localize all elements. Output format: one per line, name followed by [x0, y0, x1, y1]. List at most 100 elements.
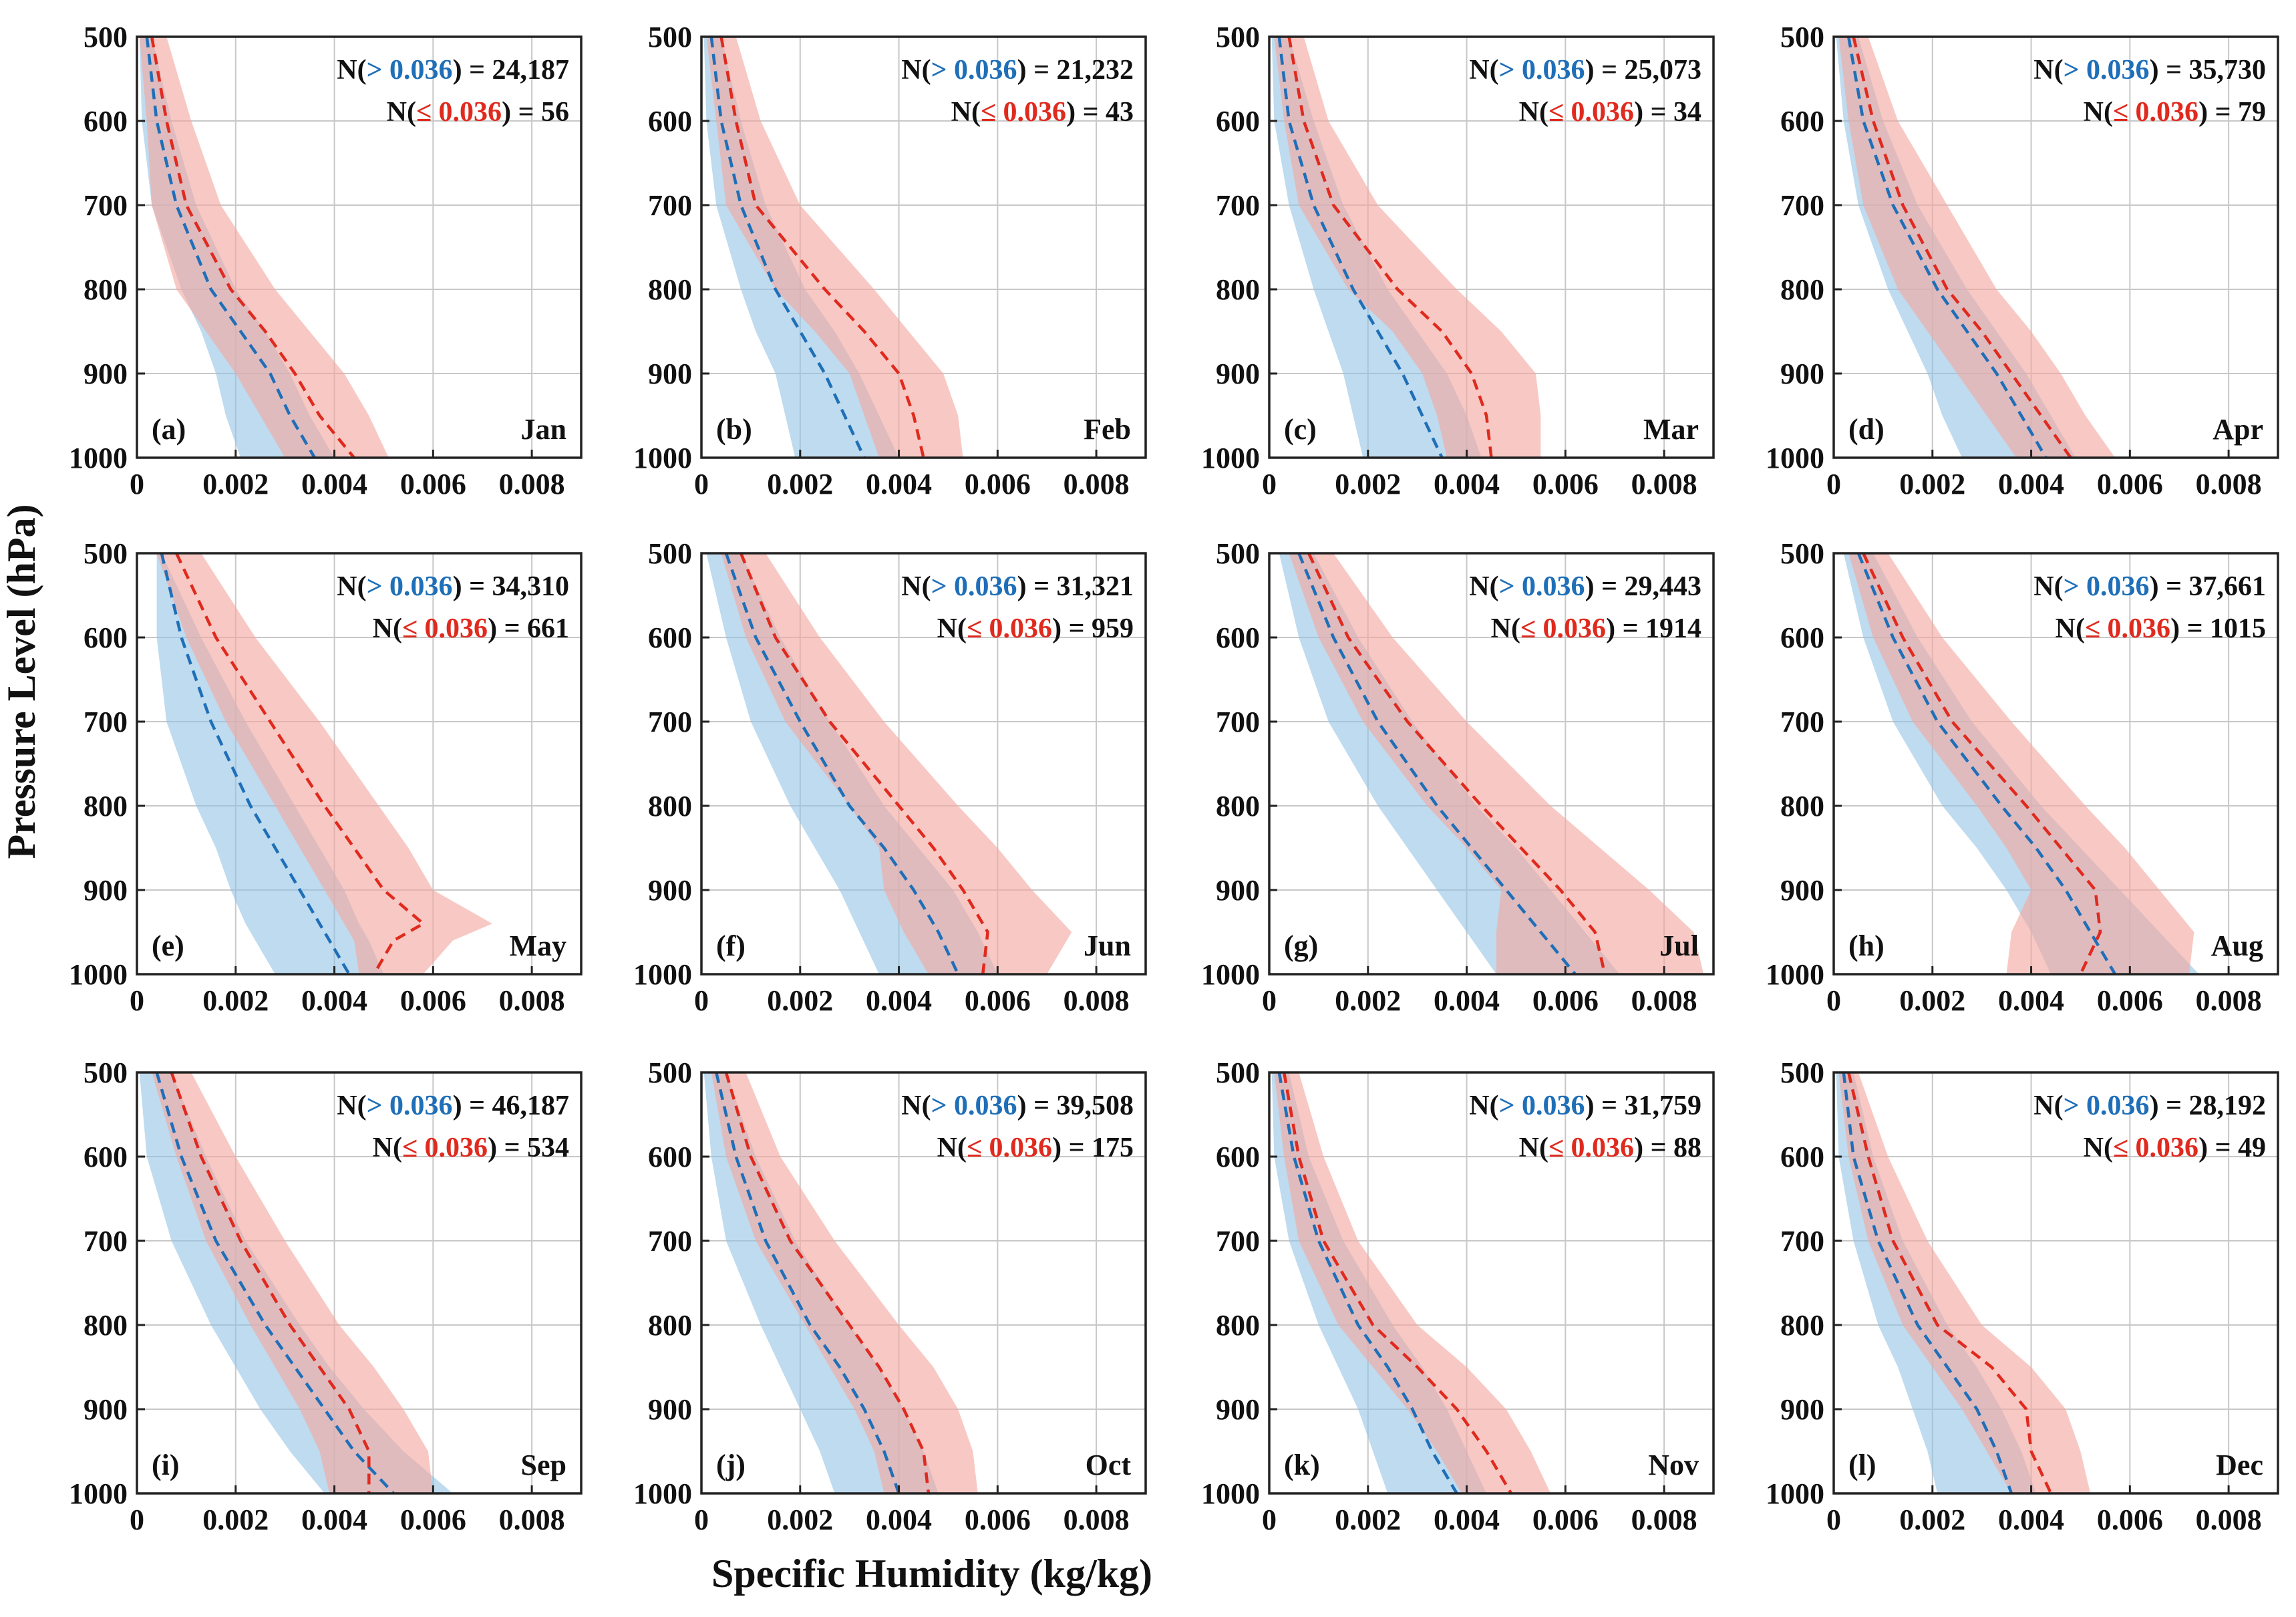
ann-prefix: N(: [337, 571, 366, 602]
ann-threshold: > 0.036: [367, 571, 453, 602]
ann-suffix: ): [1052, 1133, 1069, 1163]
band-below-threshold: [1838, 37, 2116, 458]
annotation-count-below: N(≤ 0.036) = 959: [937, 613, 1134, 644]
ann-count: = 49: [2215, 1133, 2266, 1163]
y-tick-label: 900: [84, 357, 128, 390]
ann-suffix: ): [488, 1133, 504, 1163]
ann-count: = 39,508: [1033, 1090, 1134, 1121]
y-tick-label: 900: [648, 357, 692, 390]
band-below-threshold: [1274, 1072, 1551, 1493]
x-tick-label: 0.006: [400, 468, 466, 500]
mean-line-below-threshold: [1282, 1072, 1513, 1493]
annotation-count-above: N(> 0.036) = 29,443: [1469, 571, 1701, 602]
ann-prefix: N(: [1469, 55, 1498, 86]
y-tick-label: 800: [1780, 1309, 1824, 1342]
x-tick-label: 0.006: [400, 1503, 466, 1536]
mean-line-below-threshold: [1852, 37, 2072, 458]
ann-suffix: ): [453, 1090, 470, 1121]
ann-suffix: ): [2198, 97, 2215, 128]
ann-prefix: N(: [337, 55, 366, 86]
mean-line-above-threshold: [1277, 1072, 1458, 1493]
ann-prefix: N(: [2084, 1133, 2113, 1163]
x-tick-label: 0.008: [1631, 1503, 1697, 1536]
ann-prefix: N(: [901, 1090, 931, 1121]
x-tick-label: 0.006: [2097, 984, 2163, 1017]
mean-line-below-threshold: [175, 553, 426, 974]
panel-month-label: Mar: [1643, 413, 1699, 446]
ann-count: = 28,192: [2166, 1090, 2266, 1121]
panel-month-label: Jan: [521, 413, 566, 446]
y-tick-label: 800: [84, 273, 128, 306]
x-tick-label: 0.004: [866, 984, 932, 1017]
y-tick-label: 700: [1216, 706, 1260, 738]
ann-threshold: ≤ 0.036: [416, 97, 502, 128]
annotation-count-above: N(> 0.036) = 31,321: [901, 571, 1134, 602]
x-tick-label: 0.004: [1998, 468, 2064, 500]
y-tick-label: 600: [1780, 105, 1824, 138]
ann-prefix: N(: [2033, 571, 2063, 602]
y-tick-label: 800: [1216, 790, 1260, 823]
ann-threshold: > 0.036: [367, 55, 453, 86]
panel-month-label: Jun: [1084, 929, 1131, 962]
panel-tag: (g): [1284, 929, 1318, 962]
ann-suffix: ): [1585, 55, 1602, 86]
x-tick-label: 0.006: [2097, 468, 2163, 500]
band-below-threshold: [1848, 553, 2194, 974]
panel-nov: 0 0.002 0.004 0.006 0.008 500 600 700 800 900 1000…: [1201, 1056, 1715, 1536]
y-tick-label: 900: [84, 1393, 128, 1426]
y-tick-label: 900: [1780, 357, 1824, 390]
panel-month-label: Aug: [2211, 929, 2263, 962]
panel-tag: (f): [716, 929, 746, 962]
y-tick-label: 900: [648, 874, 692, 907]
panel-apr: 0 0.002 0.004 0.006 0.008 500 600 700 800 900 1000…: [1766, 21, 2279, 500]
x-tick-label: 0.004: [301, 468, 367, 500]
ann-count: = 31,321: [1033, 571, 1134, 602]
plot-frame: [1832, 1071, 2279, 1495]
x-tick-label: 0.008: [2196, 468, 2262, 500]
ann-suffix: ): [1634, 97, 1651, 128]
x-tick-label: 0: [694, 1503, 709, 1536]
panel-aug: 0 0.002 0.004 0.006 0.008 500 600 700 800 900 1000…: [1766, 537, 2279, 1017]
ann-threshold: ≤ 0.036: [1548, 97, 1634, 128]
ann-prefix: N(: [901, 55, 931, 86]
x-tick-label: 0.006: [965, 984, 1031, 1017]
x-tick-label: 0.008: [499, 468, 565, 500]
y-tick-label: 1000: [1201, 958, 1260, 991]
mean-line-above-threshold: [160, 553, 351, 974]
panel-mar: 0 0.002 0.004 0.006 0.008 500 600 700 800 900 1000…: [1201, 21, 1715, 500]
y-tick-label: 1000: [633, 442, 692, 474]
x-tick-label: 0: [694, 468, 709, 500]
x-tick-label: 0.002: [202, 468, 269, 500]
ann-threshold: > 0.036: [2064, 571, 2150, 602]
x-tick-label: 0.004: [1998, 1503, 2064, 1536]
x-tick-label: 0.004: [1434, 984, 1500, 1017]
ann-count: = 34,310: [469, 571, 569, 602]
mean-line-below-threshold: [740, 553, 989, 974]
x-tick-label: 0.004: [866, 1503, 932, 1536]
x-tick-label: 0.006: [965, 468, 1031, 500]
y-tick-label: 900: [1216, 1393, 1260, 1426]
ann-suffix: ): [1606, 613, 1623, 644]
annotation-count-above: N(> 0.036) = 37,661: [2033, 571, 2266, 602]
mean-line-below-threshold: [724, 1072, 931, 1493]
plot-frame: [1832, 35, 2279, 459]
y-tick-label: 600: [1780, 621, 1824, 654]
annotation-count-above: N(> 0.036) = 24,187: [337, 55, 569, 86]
x-tick-label: 0: [1826, 1503, 1841, 1536]
y-tick-label: 500: [1780, 537, 1824, 570]
ann-prefix: N(: [2084, 97, 2113, 128]
x-tick-label: 0: [130, 468, 144, 500]
x-tick-label: 0.002: [767, 1503, 833, 1536]
ann-prefix: N(: [373, 1133, 402, 1163]
y-tick-label: 800: [1216, 273, 1260, 306]
x-tick-label: 0.002: [1899, 1503, 1965, 1536]
x-tick-label: 0.002: [1899, 468, 1965, 500]
ann-suffix: ): [502, 97, 518, 128]
y-tick-label: 700: [1216, 1225, 1260, 1258]
y-tick-label: 500: [84, 1056, 128, 1089]
panel-oct: 0 0.002 0.004 0.006 0.008 500 600 700 800 900 1000…: [633, 1056, 1147, 1536]
ann-threshold: ≤ 0.036: [402, 1133, 488, 1163]
annotation-count-below: N(≤ 0.036) = 1914: [1491, 613, 1701, 644]
